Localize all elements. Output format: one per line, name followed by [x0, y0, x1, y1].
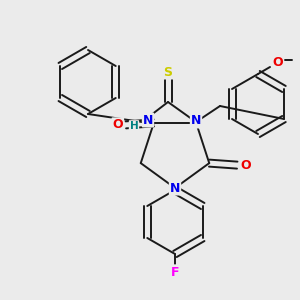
Text: O: O	[240, 159, 250, 172]
Text: N: N	[170, 182, 180, 194]
Text: N: N	[191, 115, 201, 128]
Text: O: O	[273, 56, 283, 68]
Text: F: F	[171, 266, 179, 278]
Text: N: N	[143, 113, 153, 127]
Text: H: H	[130, 121, 138, 131]
Text: S: S	[164, 65, 172, 79]
Text: O: O	[112, 118, 123, 131]
